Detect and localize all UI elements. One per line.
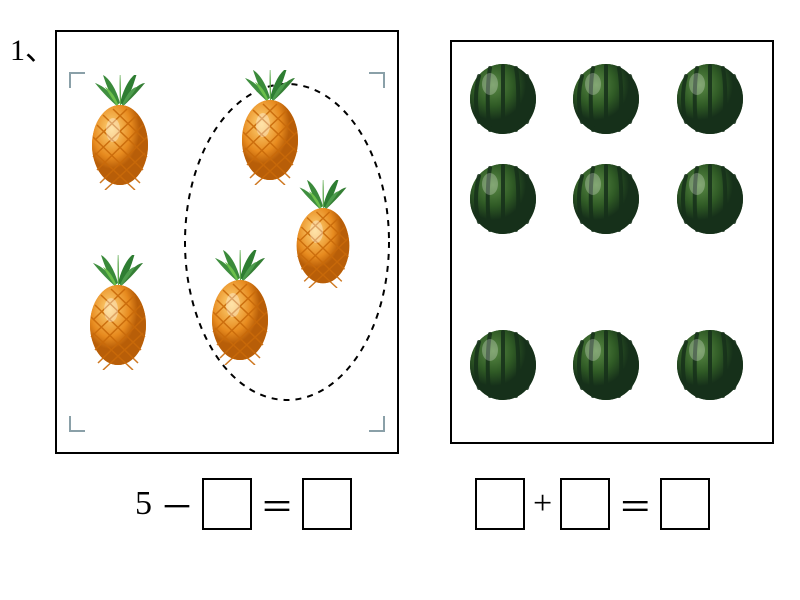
watermelon-r1c1 <box>468 62 544 140</box>
pineapple-5 <box>83 255 153 370</box>
eq-left-operand1: 5 <box>135 485 152 523</box>
equals-sign: ＝ <box>260 480 294 529</box>
watermelon-r1c3 <box>675 62 751 140</box>
answer-box-right-1[interactable] <box>475 478 525 530</box>
watermelon-r2c3 <box>675 162 751 240</box>
equals-sign-right: ＝ <box>618 480 652 529</box>
watermelon-r3c3 <box>675 328 751 406</box>
watermelon-r3c2 <box>571 328 647 406</box>
watermelon-r1c2 <box>571 62 647 140</box>
answer-box-left-1[interactable] <box>202 478 252 530</box>
problem-number: 1、 <box>10 25 55 69</box>
right-equation: + ＝ <box>475 478 710 530</box>
pineapple-2 <box>235 70 305 185</box>
left-equation: 5 － ＝ <box>135 478 352 530</box>
pineapple-1 <box>85 75 155 190</box>
plus-sign: + <box>533 485 552 523</box>
answer-box-left-2[interactable] <box>302 478 352 530</box>
watermelon-r2c2 <box>571 162 647 240</box>
pineapple-3 <box>290 180 356 288</box>
answer-box-right-3[interactable] <box>660 478 710 530</box>
minus-sign: － <box>160 480 194 529</box>
watermelon-r2c1 <box>468 162 544 240</box>
watermelon-r3c1 <box>468 328 544 406</box>
pineapple-4 <box>205 250 275 365</box>
answer-box-right-2[interactable] <box>560 478 610 530</box>
